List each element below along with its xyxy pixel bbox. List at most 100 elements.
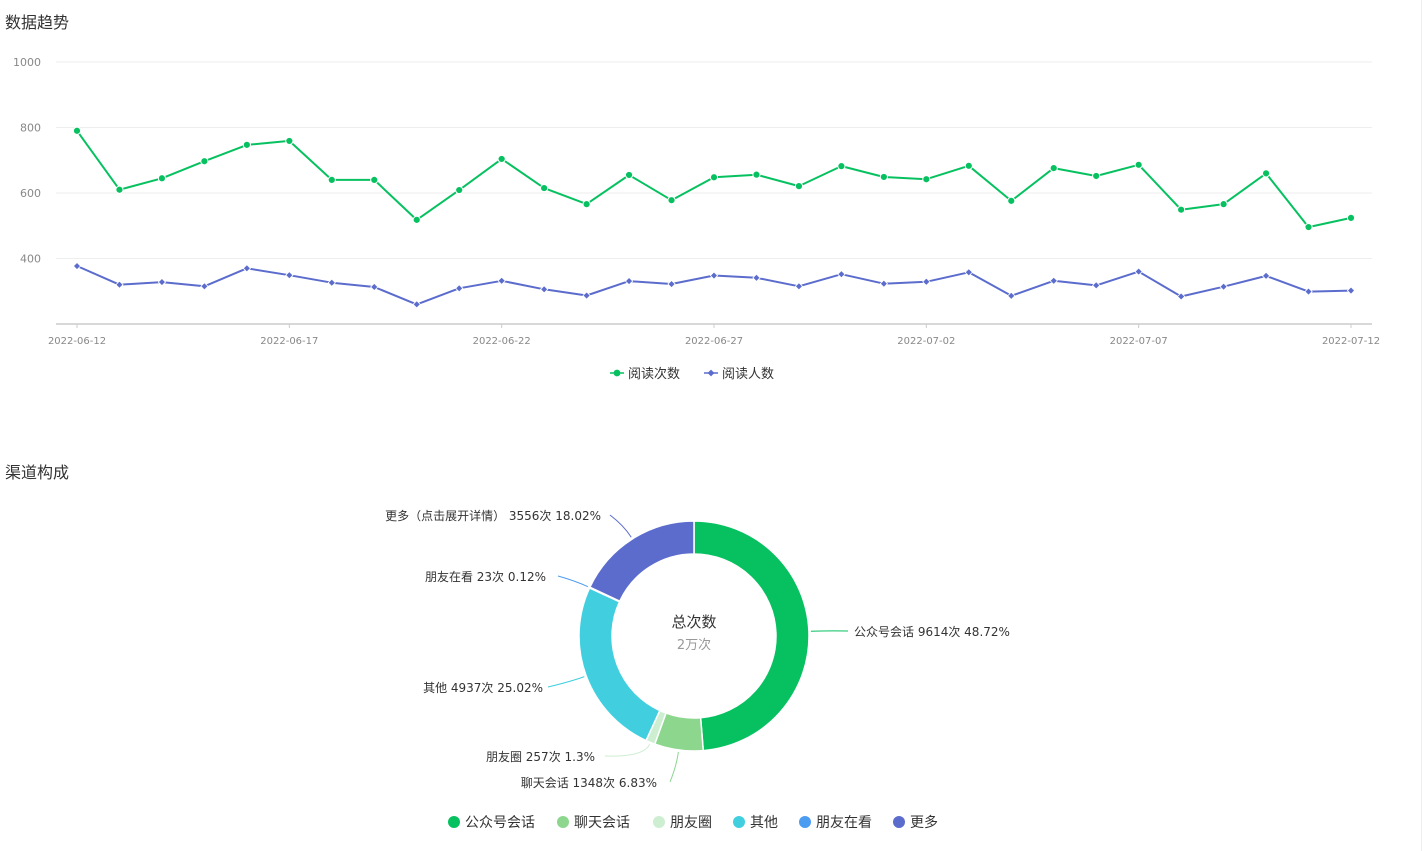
donut-slice[interactable] (693, 520, 810, 752)
data-point[interactable] (115, 185, 124, 194)
legend-label: 阅读人数 (722, 367, 774, 382)
data-point[interactable] (1177, 205, 1186, 214)
data-point[interactable] (1092, 281, 1101, 290)
slice-label: 朋友圈 257次 1.3% (486, 750, 595, 764)
data-point[interactable] (1007, 291, 1016, 301)
data-point[interactable] (1346, 286, 1356, 295)
label-leader-line (604, 744, 651, 757)
legend-marker (733, 816, 745, 828)
data-point[interactable] (72, 126, 82, 135)
data-point[interactable] (115, 280, 124, 289)
data-point[interactable] (1049, 164, 1058, 173)
legend-marker (893, 816, 905, 828)
legend-marker (799, 816, 811, 828)
data-point[interactable] (412, 215, 421, 224)
channel-section-title: 渠道构成 (5, 463, 70, 482)
legend-label: 其他 (750, 815, 778, 831)
data-point[interactable] (964, 161, 973, 170)
x-tick-label: 2022-07-07 (1110, 336, 1168, 347)
data-point[interactable] (539, 285, 549, 294)
data-point[interactable] (200, 282, 209, 291)
data-point[interactable] (752, 170, 761, 179)
data-point[interactable] (242, 140, 251, 149)
trend-line-chart: 1000 800 600 400 2022-06-12 2022-06-17 2022-06… (13, 56, 1380, 382)
legend-item[interactable]: 聊天会话 (557, 815, 630, 831)
data-point[interactable] (1134, 160, 1143, 169)
data-point[interactable] (964, 268, 973, 277)
data-point[interactable] (157, 174, 167, 183)
donut-slice[interactable] (588, 520, 695, 603)
legend-item[interactable]: 朋友在看 (799, 815, 872, 831)
data-point[interactable] (1304, 287, 1313, 296)
x-tick-label: 2022-07-02 (897, 336, 955, 347)
data-point[interactable] (370, 175, 379, 184)
data-point[interactable] (837, 270, 846, 279)
data-point[interactable] (285, 136, 294, 146)
data-point[interactable] (1134, 267, 1143, 276)
data-point[interactable] (157, 277, 167, 287)
legend-item[interactable]: 朋友圈 (653, 815, 712, 831)
data-point[interactable] (1261, 271, 1271, 281)
data-point[interactable] (667, 196, 676, 205)
slice-label: 朋友在看 23次 0.12% (425, 570, 546, 584)
data-point[interactable] (1261, 169, 1271, 178)
x-tick-label: 2022-06-22 (473, 336, 531, 347)
trend-section-title: 数据趋势 (5, 13, 70, 32)
data-point[interactable] (1049, 276, 1058, 285)
legend-item-reads[interactable]: 阅读次数 (610, 366, 680, 382)
data-point[interactable] (1304, 222, 1313, 232)
data-point[interactable] (1007, 196, 1016, 205)
data-point[interactable] (922, 277, 931, 286)
data-point[interactable] (327, 278, 336, 287)
legend-item[interactable]: 公众号会话 (448, 815, 535, 831)
data-point[interactable] (709, 271, 719, 280)
y-tick-label: 800 (20, 122, 41, 135)
legend-item[interactable]: 其他 (733, 815, 778, 831)
data-point[interactable] (667, 279, 676, 289)
legend-marker (613, 369, 621, 377)
data-point[interactable] (370, 282, 379, 292)
data-point[interactable] (709, 173, 719, 182)
data-point[interactable] (582, 291, 591, 300)
y-tick-label: 1000 (13, 56, 41, 69)
data-point[interactable] (1176, 292, 1186, 301)
data-point[interactable] (794, 182, 804, 191)
right-divider (1421, 0, 1422, 851)
data-point[interactable] (242, 264, 252, 273)
data-point[interactable] (200, 157, 209, 166)
legend-marker (448, 816, 460, 828)
data-point[interactable] (624, 170, 634, 180)
data-point[interactable] (837, 162, 846, 171)
data-point[interactable] (412, 300, 421, 309)
data-point[interactable] (497, 154, 506, 164)
data-point[interactable] (1219, 200, 1228, 209)
label-leader-line (547, 676, 585, 688)
data-point[interactable] (1092, 171, 1101, 181)
data-point[interactable] (72, 261, 82, 271)
data-point[interactable] (1219, 282, 1228, 291)
legend-label: 朋友圈 (670, 815, 712, 831)
data-point[interactable] (922, 175, 931, 184)
data-point[interactable] (879, 279, 889, 288)
data-point[interactable] (497, 276, 506, 285)
data-point[interactable] (752, 273, 761, 282)
legend-label: 更多 (910, 814, 938, 831)
x-tick-label: 2022-06-12 (48, 336, 106, 347)
data-point[interactable] (327, 175, 336, 184)
data-point[interactable] (285, 271, 294, 280)
data-point[interactable] (582, 200, 591, 209)
legend-marker (707, 369, 715, 377)
data-point[interactable] (540, 183, 549, 193)
data-point[interactable] (794, 282, 804, 291)
label-leader-line (557, 575, 589, 588)
data-point[interactable] (1346, 213, 1356, 222)
data-point[interactable] (624, 276, 634, 286)
donut-slice[interactable] (578, 586, 661, 742)
data-point[interactable] (879, 172, 888, 182)
data-point[interactable] (455, 284, 464, 293)
data-point[interactable] (455, 185, 464, 195)
slice-label: 更多（点击展开详情） 3556次 18.02% (385, 508, 601, 523)
label-leader-line (669, 751, 679, 783)
legend-item-readers[interactable]: 阅读人数 (704, 367, 774, 382)
legend-item[interactable]: 更多 (893, 814, 938, 831)
